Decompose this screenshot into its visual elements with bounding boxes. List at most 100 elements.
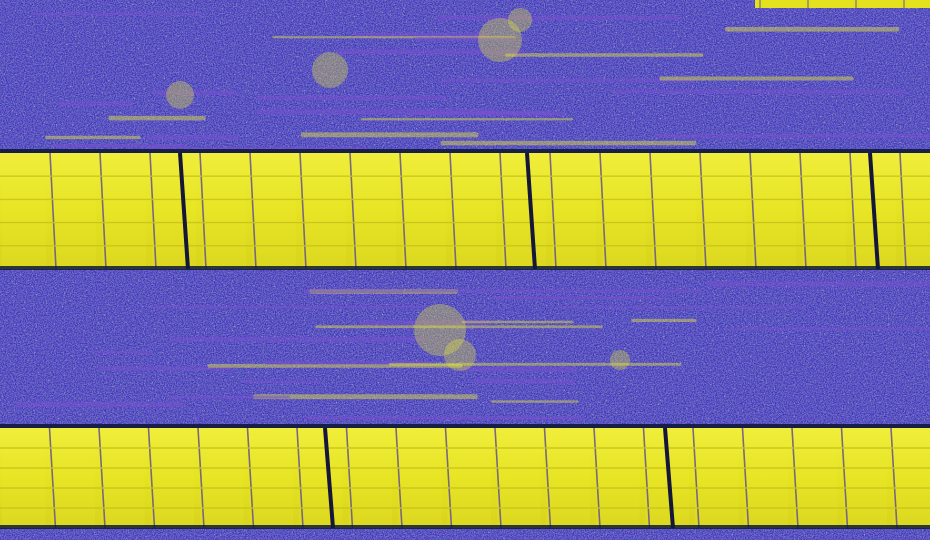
ground-streak (360, 118, 574, 121)
module-line (349, 152, 357, 270)
ground-streak (491, 400, 579, 403)
ground-streak (461, 320, 574, 324)
module-line (345, 427, 354, 529)
ground-streak (725, 26, 900, 32)
ground-streak (51, 144, 188, 148)
ground-streak (170, 337, 425, 342)
module-line (49, 152, 57, 270)
panel-cell (352, 155, 396, 267)
panel-cell (893, 430, 930, 526)
module-line (599, 152, 607, 270)
panel-cell (702, 155, 746, 267)
hotspot-blob (444, 339, 476, 371)
module-line (692, 427, 700, 529)
module-line (399, 152, 407, 270)
ground-streak (654, 134, 930, 138)
ground-streak (729, 327, 930, 331)
ground-streak (409, 111, 565, 115)
module-line (543, 427, 552, 529)
ground-streak (440, 140, 697, 146)
ground-streak (243, 380, 320, 384)
panel-cell (602, 155, 646, 267)
panel-surface (0, 428, 930, 528)
row-bottom-shadow (0, 266, 930, 270)
panel-cell (552, 155, 596, 267)
ground-streak (359, 320, 488, 325)
ground-streak (659, 76, 854, 81)
string-gap (868, 152, 880, 270)
row-bottom-shadow (0, 525, 930, 529)
hotspot-blob (508, 8, 532, 32)
ground-streak (491, 296, 670, 300)
module-line (791, 427, 799, 529)
ground-streak (306, 416, 582, 420)
ground-streak (353, 32, 489, 37)
panel-cell (200, 430, 244, 526)
row-top-shadow (0, 424, 930, 430)
module-line (840, 427, 849, 529)
panel-cell (202, 155, 246, 267)
panel-cell (398, 430, 442, 526)
ground-streak (169, 395, 290, 399)
panel-cell (348, 430, 392, 526)
module-line (649, 152, 657, 270)
module-line (741, 427, 750, 529)
panel-cell (902, 155, 930, 267)
panel-cell (2, 430, 46, 526)
module-line (494, 427, 502, 529)
ground-streak (337, 49, 524, 55)
panel-cell (502, 155, 546, 267)
module-line (499, 152, 507, 270)
ground-streak (91, 350, 153, 354)
module-line (890, 427, 898, 529)
ground-streak (146, 135, 239, 140)
module-line (299, 152, 307, 270)
ground-streak (253, 394, 478, 400)
panel-cell (2, 155, 46, 267)
panel-cell (497, 430, 541, 526)
module-line (849, 152, 857, 270)
string-gap (178, 152, 190, 270)
string-gap (663, 427, 675, 529)
module-line (296, 427, 304, 529)
ground-streak (415, 37, 516, 42)
module-line (98, 427, 106, 529)
panel-cell (744, 430, 788, 526)
module-line (749, 152, 757, 270)
ground-streak (557, 306, 809, 309)
ground-streak (108, 115, 206, 121)
row-top-shadow (0, 149, 930, 155)
module-line (699, 152, 707, 270)
module-line (99, 152, 107, 270)
ground-streak (146, 305, 426, 309)
hotspot-blob (478, 18, 522, 62)
module-line (899, 152, 907, 270)
panel-cell (150, 430, 194, 526)
panel-cell (299, 430, 343, 526)
panel-cell (843, 430, 887, 526)
ground-streak (436, 15, 679, 20)
panel-cell (51, 430, 95, 526)
hotspot-blob (610, 350, 630, 370)
string-gap (323, 427, 335, 529)
panel-cell (596, 430, 640, 526)
ground-streak (207, 363, 463, 368)
ground-streak (706, 281, 930, 287)
module-line (593, 427, 601, 529)
ground-streak (473, 379, 575, 384)
panel-cell (249, 430, 293, 526)
ground-streak (315, 325, 604, 329)
ground-streak (611, 89, 907, 94)
panel-cell (447, 430, 491, 526)
ground-streak (57, 101, 134, 106)
ground-streak (31, 12, 203, 16)
module-line (149, 152, 157, 270)
ground-streak (440, 78, 695, 83)
module-line (197, 427, 205, 529)
hotspot-blob (166, 81, 194, 109)
ground-streak (404, 289, 703, 293)
module-line (246, 427, 255, 529)
ground-streak (505, 53, 704, 57)
